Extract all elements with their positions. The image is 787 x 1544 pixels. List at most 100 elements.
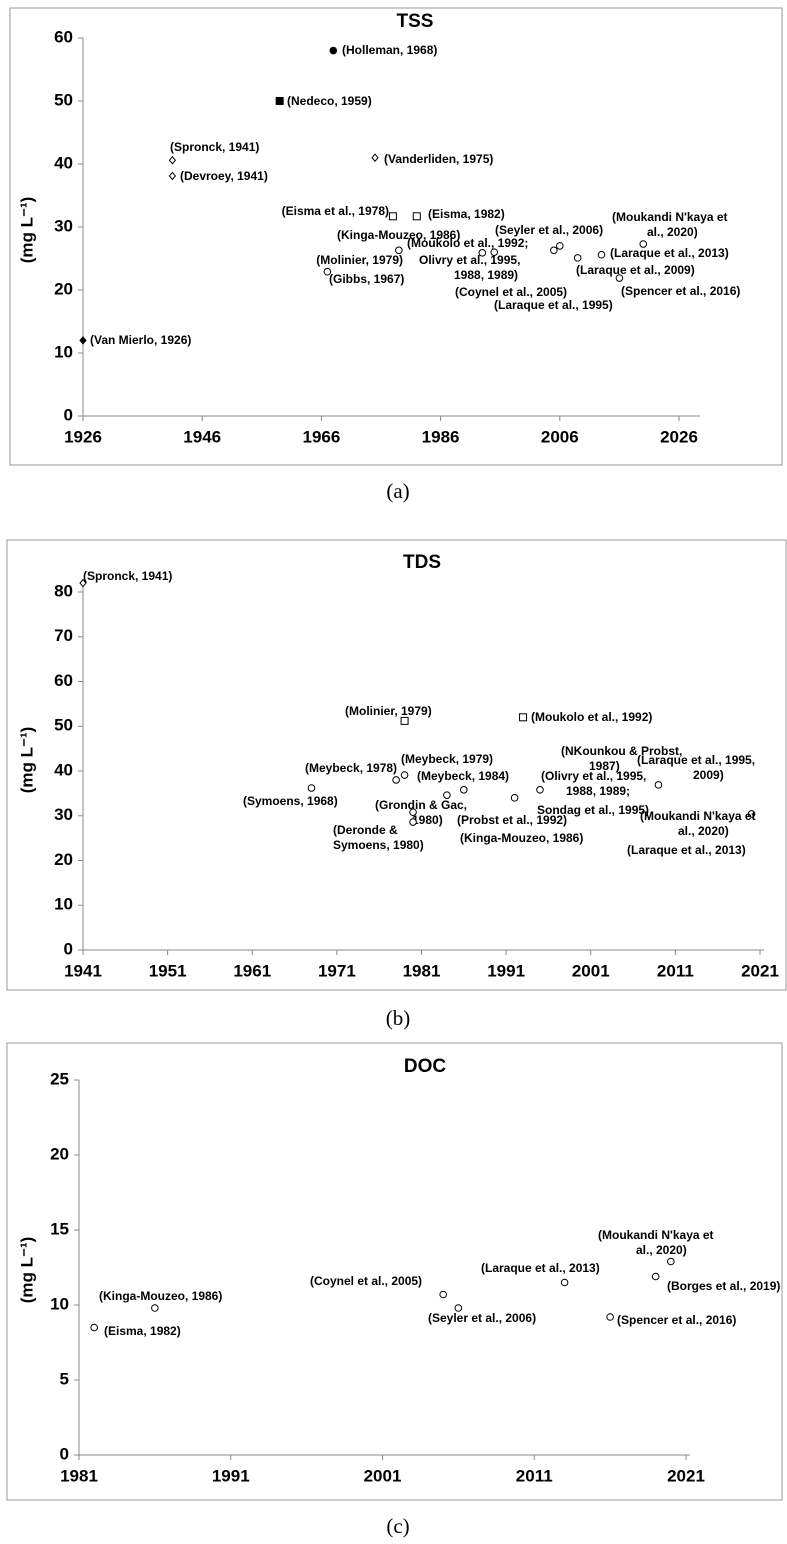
- point-label: (Seyler et al., 2006): [495, 223, 603, 237]
- point-label: (Meybeck, 1984): [417, 769, 509, 783]
- caption: (b): [386, 1006, 411, 1030]
- x-tick-label: 1926: [64, 427, 102, 446]
- annotation: 1987): [589, 759, 620, 773]
- data-point: [400, 771, 409, 779]
- point-label: 1988, 1989;: [566, 784, 630, 798]
- point-label: (Borges et al., 2019): [667, 1279, 780, 1293]
- point-label: (Moukolo et al., 1992;: [407, 236, 528, 250]
- point-label: (Moukolo et al., 1992): [531, 710, 652, 724]
- y-tick-label: 60: [54, 671, 73, 690]
- chart-title: DOC: [404, 1056, 447, 1077]
- data-point: [443, 791, 451, 799]
- data-point: [168, 155, 177, 165]
- x-tick-label: 1966: [302, 427, 340, 446]
- point-label: (Meybeck, 1979): [401, 752, 493, 766]
- x-tick-label: 2001: [364, 1466, 402, 1485]
- y-axis-label: (mg L⁻¹): [17, 197, 36, 264]
- x-tick-label: 1991: [212, 1466, 250, 1485]
- data-point: [275, 97, 284, 105]
- data-point: [573, 254, 582, 262]
- data-point: [460, 785, 468, 794]
- point-label: al., 2020): [678, 824, 729, 838]
- point-label: Symoens, 1980): [333, 838, 424, 852]
- annotation: (NKounkou & Probst,: [561, 744, 682, 758]
- point-label: (Seyler et al., 2006): [428, 1311, 536, 1325]
- x-tick-label: 1981: [403, 961, 441, 980]
- point-label: al., 2020): [647, 225, 698, 239]
- point-label: (Spencer et al., 2016): [617, 1313, 736, 1327]
- data-point: [654, 781, 663, 789]
- data-point: [597, 250, 606, 259]
- x-tick-label: 2011: [657, 961, 694, 980]
- data-point: [168, 171, 177, 181]
- annotation: (Kinga-Mouzeo, 1986): [337, 228, 460, 242]
- x-tick-label: 2026: [660, 427, 698, 446]
- data-point: [615, 274, 624, 282]
- point-label: (Moukandi N'kaya et: [598, 1228, 714, 1242]
- point-label: (Deronde &: [333, 823, 398, 837]
- x-tick-label: 1961: [233, 961, 271, 980]
- data-point: [400, 716, 409, 725]
- y-tick-label: 25: [50, 1069, 69, 1088]
- caption: (a): [386, 479, 409, 503]
- y-tick-label: 10: [54, 342, 73, 361]
- data-point: [550, 246, 558, 255]
- data-point: [490, 248, 499, 256]
- point-label: 1988, 1989): [454, 268, 518, 282]
- data-point: [388, 212, 397, 221]
- point-label: (Spronck, 1941): [170, 140, 259, 154]
- point-label: (Kinga-Mouzeo, 1986): [99, 1289, 222, 1303]
- data-point: [409, 818, 417, 826]
- point-label: (Holleman, 1968): [342, 43, 437, 57]
- x-tick-label: 1991: [487, 961, 525, 980]
- data-point: [307, 784, 316, 792]
- chart-title: TSS: [397, 11, 434, 32]
- data-point: [395, 246, 403, 255]
- data-point: [536, 785, 544, 794]
- panel-frame: [6, 1042, 783, 1501]
- data-point: [519, 713, 528, 722]
- point-label: (Olivry et al., 1995,: [541, 769, 646, 783]
- x-tick-label: 1946: [183, 427, 221, 446]
- y-tick-label: 30: [54, 216, 73, 235]
- point-label: (Laraque et al., 2013): [610, 246, 729, 260]
- point-label: 1980): [412, 813, 443, 827]
- data-point: [151, 1304, 159, 1312]
- annotation: (Laraque et al., 2013): [627, 843, 746, 857]
- y-tick-label: 80: [54, 581, 73, 600]
- y-tick-label: 0: [64, 405, 73, 424]
- point-label: (Eisma et al., 1978): [282, 204, 389, 218]
- y-tick-label: 20: [54, 279, 73, 298]
- y-tick-label: 40: [54, 153, 73, 172]
- data-point: [651, 1272, 660, 1281]
- data-point: [409, 808, 417, 816]
- x-tick-label: 2001: [572, 961, 610, 980]
- point-label: al., 2020): [636, 1243, 687, 1257]
- point-label: (Devroey, 1941): [180, 169, 268, 183]
- y-tick-label: 20: [50, 1144, 69, 1163]
- point-label: (Nedeco, 1959): [287, 94, 372, 108]
- y-tick-label: 5: [60, 1369, 69, 1388]
- point-label: (Molinier, 1979): [345, 704, 432, 718]
- point-label: (Meybeck, 1978): [305, 761, 397, 775]
- point-label: (Moukandi N'kaya et: [640, 809, 756, 823]
- panel-frame: [9, 7, 783, 466]
- x-tick-label: 1986: [422, 427, 460, 446]
- y-tick-label: 15: [50, 1219, 69, 1238]
- point-label: (Eisma, 1982): [428, 207, 505, 221]
- x-tick-label: 1971: [318, 961, 356, 980]
- point-label: (Laraque et al., 1995,: [637, 753, 755, 767]
- data-point: [478, 249, 487, 257]
- point-label: (Eisma, 1982): [104, 1324, 181, 1338]
- y-tick-label: 30: [54, 805, 73, 824]
- point-label: (Gibbs, 1967): [329, 272, 404, 286]
- point-label: (Probst et al., 1992): [457, 813, 567, 827]
- x-tick-label: 1941: [64, 961, 102, 980]
- point-label: (Kinga-Mouzeo, 1986): [460, 831, 583, 845]
- y-tick-label: 60: [54, 27, 73, 46]
- data-point: [79, 336, 87, 345]
- point-label: (Grondin & Gac,: [375, 798, 467, 812]
- x-tick-label: 1951: [149, 961, 187, 980]
- y-tick-label: 10: [54, 895, 73, 914]
- point-label: (Vanderliden, 1975): [384, 152, 493, 166]
